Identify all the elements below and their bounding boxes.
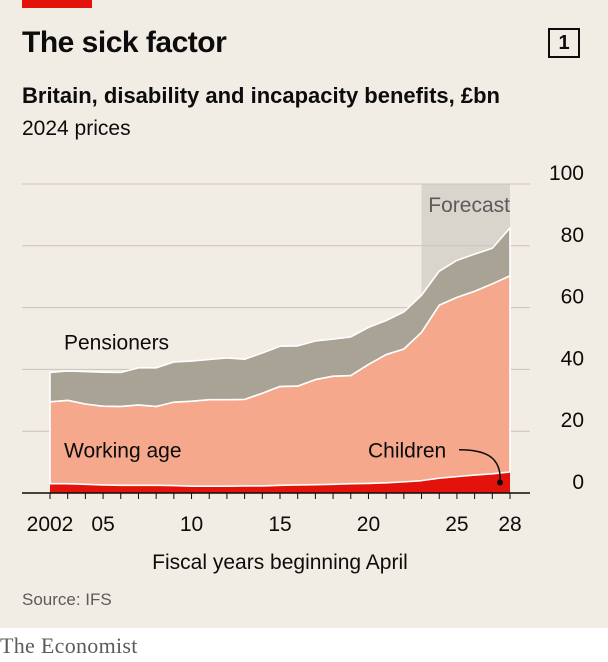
x-tick-label: 2002	[27, 513, 74, 536]
y-tick-label: 80	[561, 224, 584, 247]
x-tick-label: 20	[357, 513, 380, 536]
y-tick-label: 100	[549, 162, 584, 185]
x-tick-label: 05	[91, 513, 114, 536]
children-leader-line	[458, 448, 501, 483]
economist-logo: The Economist	[0, 633, 138, 658]
chart-subtitle: Britain, disability and incapacity benef…	[22, 83, 500, 108]
x-tick-label: 15	[268, 513, 291, 536]
y-tick-label: 0	[572, 471, 584, 494]
x-axis-title: Fiscal years beginning April	[152, 551, 408, 574]
area-pensioners	[49, 227, 511, 408]
area-children	[50, 471, 510, 493]
series-label-children: Children	[368, 440, 446, 463]
chart-title: The sick factor	[22, 26, 227, 59]
y-tick-label: 20	[561, 409, 584, 432]
x-tick-label: 10	[180, 513, 203, 536]
y-tick-label: 60	[561, 286, 584, 309]
x-tick-label: 25	[445, 513, 468, 536]
series-label-pensioners: Pensioners	[64, 332, 169, 355]
series-label-working-age: Working age	[64, 440, 182, 463]
y-axis-ticks: 0 20 40 60 80 100	[549, 162, 584, 494]
y-tick-label: 40	[561, 347, 584, 370]
x-tick-label: 28	[498, 513, 521, 536]
forecast-label: Forecast	[428, 194, 510, 217]
source-note: Source: IFS	[22, 590, 112, 609]
area-series	[49, 227, 511, 493]
children-leader-dot	[497, 479, 503, 486]
x-axis-ticks: 2002 05 10 15 20 25 28	[27, 493, 522, 536]
brand-red-tab	[22, 0, 92, 8]
stacked-area-chart: 0 20 40 60 80 100 2002 05 10 15 20 25 28 Forecast P…	[22, 162, 584, 574]
chart-units-note: 2024 prices	[22, 117, 131, 140]
chart-number-badge: 1	[548, 28, 580, 58]
